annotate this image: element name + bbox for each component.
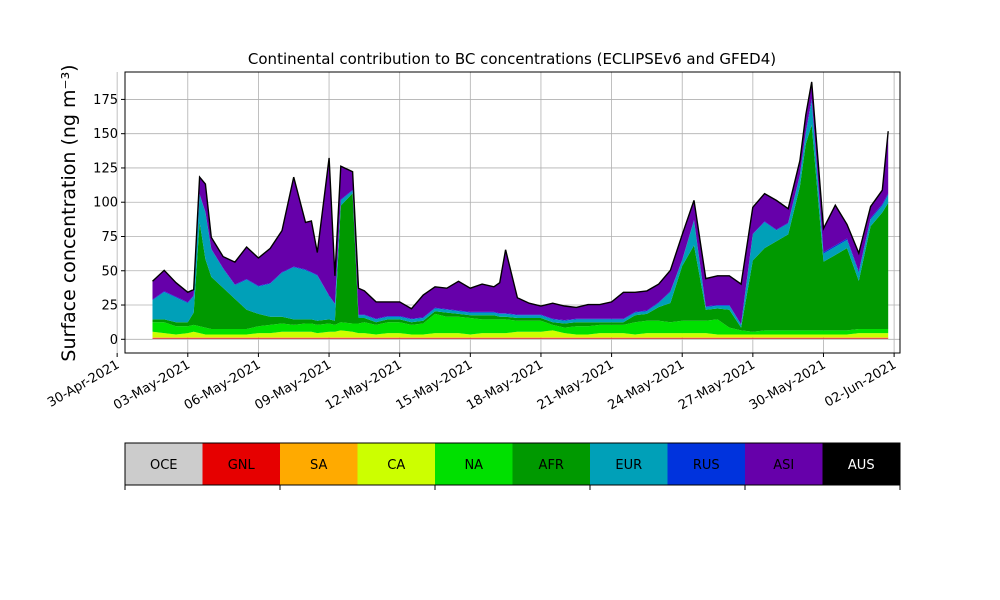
chart-title: Continental contribution to BC concentra… <box>248 50 776 68</box>
legend-swatch-afr <box>512 443 590 485</box>
area-oce <box>152 338 889 340</box>
area-gnl <box>152 337 889 339</box>
legend-label-aus: AUS <box>848 458 875 473</box>
legend-label-rus: RUS <box>693 458 720 473</box>
y-tick-label: 0 <box>110 333 118 348</box>
legend-label-ca: CA <box>387 458 405 473</box>
legend-frame <box>124 442 901 486</box>
x-tick-label: 02-Jun-2021 <box>822 357 899 410</box>
area-afr <box>152 124 889 332</box>
x-tick-label: 06-May-2021 <box>182 357 264 413</box>
x-tick-label: 03-May-2021 <box>111 357 193 413</box>
legend-label-na: NA <box>464 458 483 473</box>
x-tick-label: 15-May-2021 <box>394 357 476 413</box>
area-ca <box>152 330 889 338</box>
y-axis-label: Surface concentration (ng m⁻³) <box>58 64 80 361</box>
area-na <box>152 313 889 335</box>
legend-swatch-aus <box>822 443 900 485</box>
x-tick-label: 09-May-2021 <box>252 357 334 413</box>
legend-swatch-ca <box>357 443 435 485</box>
y-tick-label: 100 <box>93 196 118 211</box>
y-tick-label: 25 <box>101 299 118 314</box>
plot-frame <box>124 71 901 354</box>
x-tick-label: 30-Apr-2021 <box>45 357 122 410</box>
legend-label-afr: AFR <box>539 458 564 473</box>
y-tick-label: 150 <box>93 127 118 142</box>
y-tick-label: 125 <box>93 161 118 176</box>
legend-label-eur: EUR <box>615 458 642 473</box>
x-tick-label: 12-May-2021 <box>323 357 405 413</box>
legend-label-asi: ASI <box>773 458 794 473</box>
legend-swatch-gnl <box>202 443 280 485</box>
x-tick-label: 24-May-2021 <box>606 357 688 413</box>
legend-label-sa: SA <box>310 458 327 473</box>
total-line <box>152 81 889 310</box>
legend-swatch-sa <box>280 443 358 485</box>
x-tick-label: 18-May-2021 <box>464 357 546 413</box>
legend-label-oce: OCE <box>150 458 178 473</box>
y-tick-label: 75 <box>101 230 118 245</box>
x-tick-label: 30-May-2021 <box>747 357 829 413</box>
y-tick-label: 50 <box>101 264 118 279</box>
y-tick-label: 175 <box>93 93 118 108</box>
area-sa <box>152 337 889 338</box>
area-asi <box>152 82 889 325</box>
x-tick-label: 27-May-2021 <box>676 357 758 413</box>
legend-swatch-oce <box>125 443 203 485</box>
legend-swatch-rus <box>667 443 745 485</box>
x-tick-label: 21-May-2021 <box>535 357 617 413</box>
legend-swatch-asi <box>745 443 823 485</box>
legend-label-gnl: GNL <box>228 458 256 473</box>
legend-swatch-eur <box>590 443 668 485</box>
legend-colorbar: OCE GNL SA CA NA AFR EUR RUS ASI AUS <box>124 442 901 490</box>
legend-swatch-na <box>435 443 513 485</box>
stacked-areas <box>152 81 889 340</box>
